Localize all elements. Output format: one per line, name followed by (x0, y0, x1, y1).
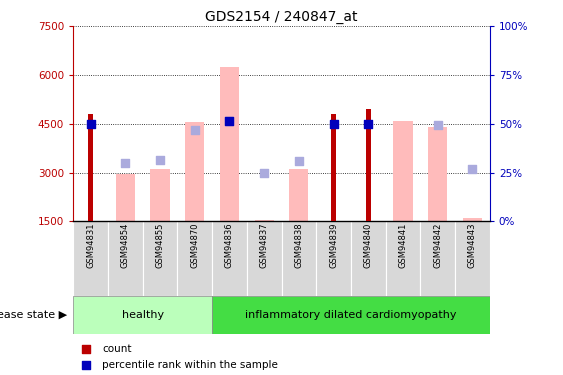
Point (260, 170, 269, 176)
Text: GSM94841: GSM94841 (399, 223, 408, 268)
Text: inflammatory dilated cardiomyopathy: inflammatory dilated cardiomyopathy (245, 310, 457, 320)
Title: GDS2154 / 240847_at: GDS2154 / 240847_at (205, 10, 358, 24)
Point (329, 121, 338, 127)
Bar (386, 221, 421, 296)
Point (155, 156, 164, 162)
Text: disease state ▶: disease state ▶ (0, 310, 68, 320)
Point (81, 362, 90, 368)
Bar (88, 114, 93, 221)
Text: percentile rank within the sample: percentile rank within the sample (102, 360, 278, 370)
Text: GSM94831: GSM94831 (86, 223, 95, 268)
Bar (116, 174, 135, 221)
Bar (366, 109, 371, 221)
Bar (177, 221, 212, 296)
Text: GSM94839: GSM94839 (329, 223, 338, 268)
Point (120, 160, 129, 166)
Text: GSM94838: GSM94838 (294, 223, 303, 268)
Point (364, 121, 373, 127)
Bar (212, 221, 247, 296)
Point (225, 117, 234, 123)
Bar (428, 127, 447, 221)
Text: GSM94855: GSM94855 (155, 223, 164, 268)
Point (468, 166, 477, 172)
Point (190, 127, 199, 133)
Bar (254, 220, 274, 221)
Bar (394, 120, 413, 221)
Text: GSM94837: GSM94837 (260, 223, 269, 268)
Bar (108, 221, 142, 296)
Bar (150, 169, 169, 221)
Bar (220, 67, 239, 221)
Text: GSM94840: GSM94840 (364, 223, 373, 268)
Bar (351, 221, 386, 296)
Bar (282, 221, 316, 296)
Point (294, 158, 303, 164)
Point (225, 117, 234, 123)
Point (86, 121, 95, 127)
Text: GSM94843: GSM94843 (468, 223, 477, 268)
Text: GSM94854: GSM94854 (121, 223, 129, 268)
Bar (185, 122, 204, 221)
Bar (455, 221, 490, 296)
Bar (73, 296, 212, 334)
Bar (289, 169, 309, 221)
Bar (331, 114, 336, 221)
Text: count: count (102, 344, 132, 354)
Text: GSM94870: GSM94870 (190, 223, 199, 268)
Bar (421, 221, 455, 296)
Bar (316, 221, 351, 296)
Bar (73, 221, 108, 296)
Bar (212, 296, 490, 334)
Bar (142, 221, 177, 296)
Text: GSM94842: GSM94842 (434, 223, 442, 268)
Bar (463, 218, 482, 221)
Bar (247, 221, 282, 296)
Text: healthy: healthy (122, 310, 164, 320)
Point (81, 346, 90, 352)
Text: GSM94836: GSM94836 (225, 223, 234, 268)
Point (434, 122, 443, 128)
